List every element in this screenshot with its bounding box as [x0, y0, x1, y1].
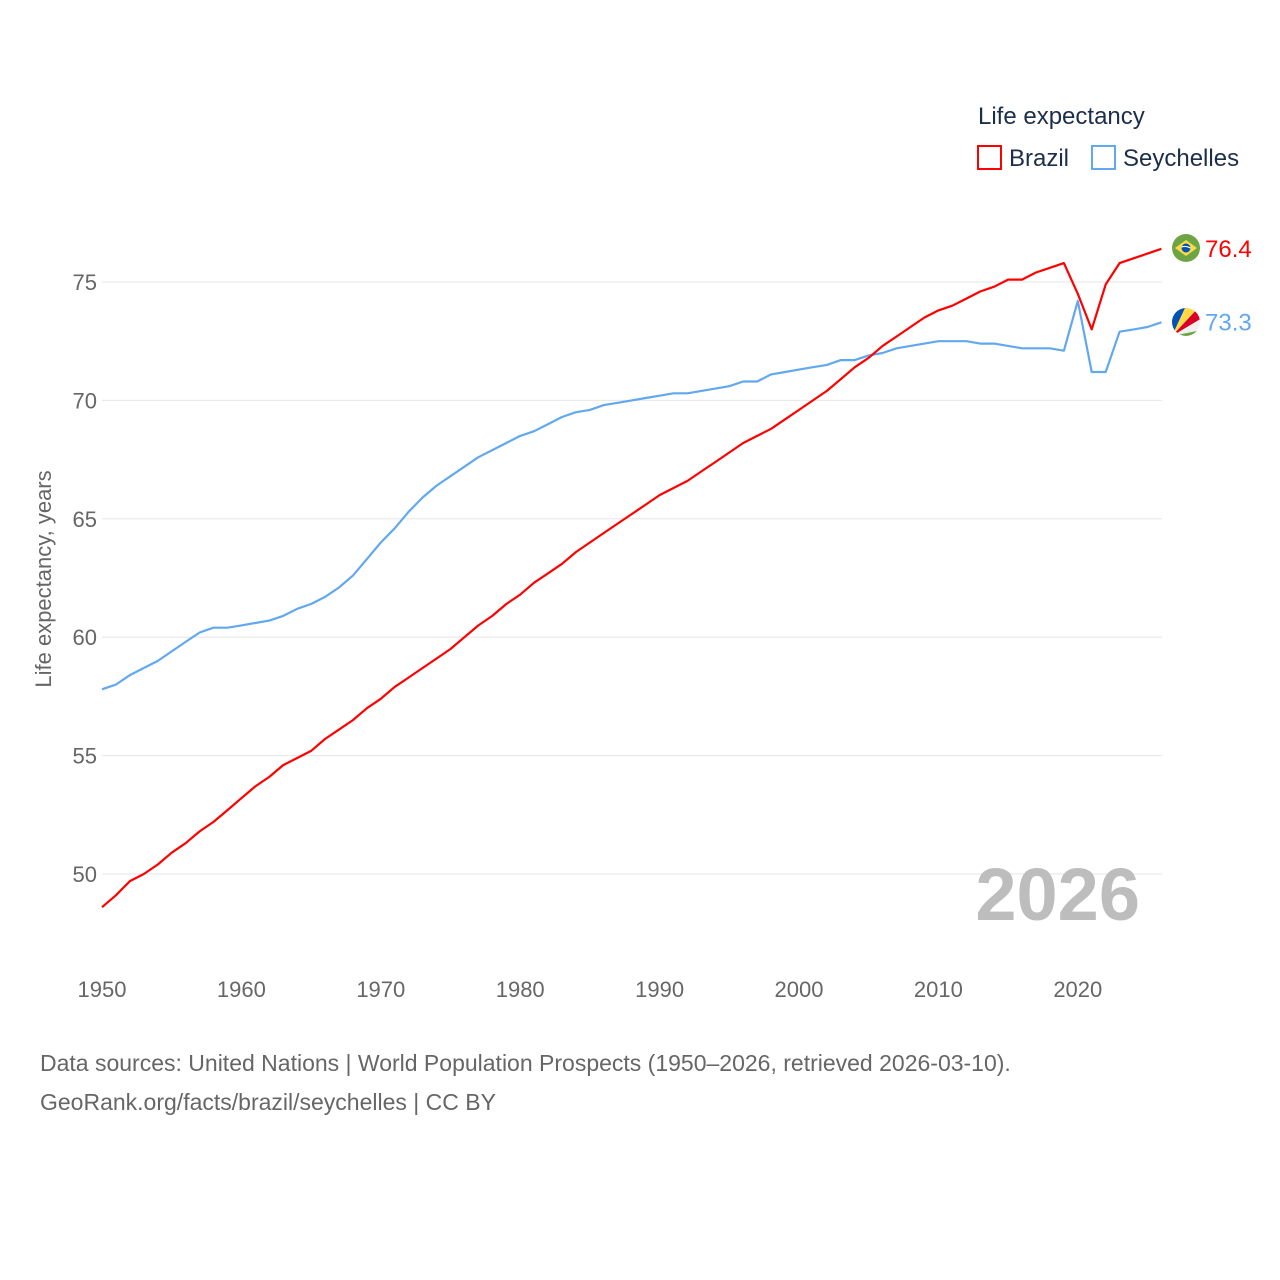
x-tick-label: 1980 [496, 977, 545, 1002]
legend-swatch-brazil [977, 145, 1002, 170]
y-axis-label: Life expectancy, years [31, 470, 56, 687]
legend-label-seychelles: Seychelles [1123, 145, 1239, 172]
x-tick-label: 2000 [775, 977, 824, 1002]
x-tick-label: 1990 [635, 977, 684, 1002]
series-line-brazil[interactable] [101, 247, 1162, 909]
legend: Life expectancy Brazil Seychelles [977, 103, 1239, 172]
x-tick-label: 2020 [1053, 977, 1102, 1002]
y-tick-label: 55 [73, 744, 97, 769]
footer: Data sources: United Nations | World Pop… [40, 1044, 1011, 1122]
legend-item-brazil[interactable]: Brazil [977, 145, 1069, 172]
x-tick-label: 1950 [78, 977, 127, 1002]
data-source-text: Data sources: United Nations | World Pop… [40, 1050, 1011, 1076]
brazil-flag-icon [1172, 234, 1200, 262]
y-tick-label: 75 [73, 270, 97, 295]
series-line-seychelles[interactable] [101, 299, 1162, 691]
legend-label-brazil: Brazil [1009, 145, 1069, 172]
x-tick-label: 1960 [217, 977, 266, 1002]
y-tick-label: 70 [73, 388, 97, 413]
end-value-label-brazil: 76.4 [1205, 236, 1252, 263]
attribution-link[interactable]: GeoRank.org/facts/brazil/seychelles | CC… [40, 1089, 496, 1115]
y-tick-label: 50 [73, 862, 97, 887]
legend-title: Life expectancy [978, 103, 1145, 130]
end-value-label-seychelles: 73.3 [1205, 309, 1252, 336]
x-tick-label: 2010 [914, 977, 963, 1002]
seychelles-flag-icon [1172, 308, 1200, 336]
y-tick-label: 60 [73, 625, 97, 650]
year-watermark: 2026 [975, 853, 1140, 936]
legend-swatch-seychelles [1091, 145, 1116, 170]
y-tick-label: 65 [73, 507, 97, 532]
x-tick-label: 1970 [356, 977, 405, 1002]
legend-item-seychelles[interactable]: Seychelles [1091, 145, 1239, 172]
